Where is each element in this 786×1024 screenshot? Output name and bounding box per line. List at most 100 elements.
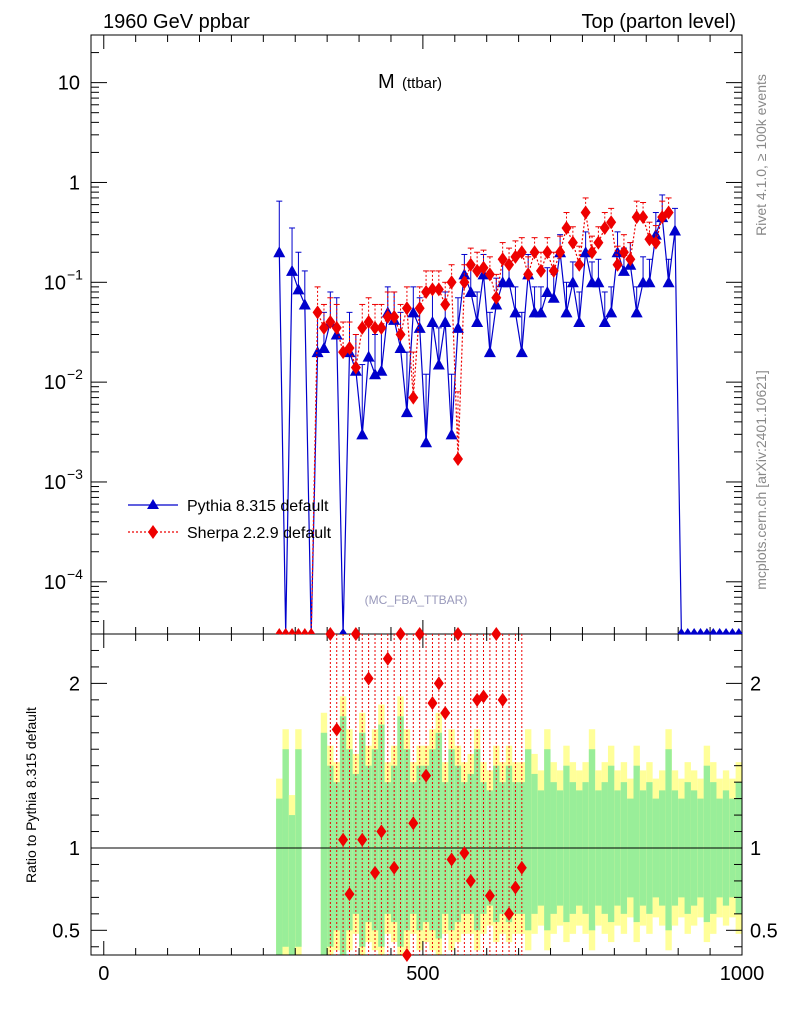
- sherpa-point: [350, 360, 361, 375]
- band-green-58: [665, 749, 672, 931]
- legend-sherpa-marker: [148, 525, 158, 539]
- pythia-point: [356, 428, 369, 440]
- pythia-point-offscale: [722, 628, 731, 634]
- ratio-point: [376, 824, 387, 839]
- pythia-point: [400, 406, 413, 418]
- ratio-point: [344, 887, 355, 902]
- pythia-point: [515, 346, 528, 358]
- ratio-point: [465, 873, 476, 888]
- sherpa-point: [612, 257, 623, 272]
- ratio-point: [401, 948, 412, 962]
- pythia-point: [509, 306, 522, 318]
- sherpa-point: [325, 315, 336, 330]
- pythia-point-offscale: [734, 628, 743, 634]
- ratio-point: [484, 888, 495, 903]
- sherpa-point: [446, 275, 457, 290]
- data-series: [273, 194, 743, 962]
- legend-pythia-marker: [147, 499, 159, 509]
- pythia-point: [311, 346, 324, 358]
- pythia-point-offscale: [339, 628, 348, 634]
- sherpa-point-offscale: [300, 628, 309, 634]
- ratio-point: [338, 832, 349, 847]
- main-y-tick-exponent: −3: [67, 466, 83, 482]
- pythia-point-offscale: [696, 628, 705, 634]
- legend-sherpa-label: Sherpa 2.2.9 default: [187, 525, 332, 542]
- sherpa-point: [497, 252, 508, 267]
- band-green-4: [320, 732, 328, 955]
- ratio-point: [350, 627, 361, 641]
- pythia-point-offscale: [702, 628, 711, 634]
- band-green-5: [327, 765, 334, 947]
- ratio-point: [389, 860, 400, 875]
- rivet-side-label: Rivet 4.1.0, ≥ 100k events: [753, 74, 769, 236]
- ratio-point: [497, 692, 508, 707]
- ratio-point: [433, 676, 444, 691]
- pythia-point-offscale: [709, 628, 718, 634]
- sherpa-point: [523, 267, 534, 282]
- sherpa-point: [427, 282, 438, 297]
- pythia-point-offscale: [728, 628, 737, 634]
- process-label: Top (parton level): [581, 11, 736, 33]
- sherpa-point: [484, 267, 495, 282]
- ratio-point: [510, 880, 521, 895]
- pythia-point: [292, 283, 305, 295]
- beam-label: 1960 GeV ppbar: [103, 11, 250, 33]
- sherpa-point: [516, 245, 527, 260]
- pythia-point: [445, 428, 458, 440]
- ratio-point: [370, 865, 381, 880]
- sherpa-point: [357, 320, 368, 335]
- x-tick-label: 500: [406, 963, 439, 985]
- pythia-point: [273, 246, 286, 258]
- main-y-tick-label: 10: [44, 572, 66, 594]
- pythia-point-offscale: [677, 628, 686, 634]
- ratio-y-tick-label: 2: [69, 673, 80, 695]
- sherpa-point-offscale: [288, 628, 297, 634]
- pythia-point: [573, 316, 586, 328]
- sherpa-point: [561, 220, 572, 235]
- ratio-y-tick-label-right: 2: [750, 673, 761, 695]
- ratio-point: [459, 845, 470, 860]
- pythia-point: [375, 364, 388, 376]
- pythia-point: [534, 306, 547, 318]
- band-green-42: [563, 765, 570, 923]
- band-green-64: [703, 765, 711, 923]
- ratio-point: [357, 832, 368, 847]
- pythia-point: [432, 358, 445, 370]
- band-green-0: [276, 798, 283, 955]
- main-y-tick-exponent: −2: [67, 366, 83, 382]
- legend: Pythia 8.315 default Sherpa 2.2.9 defaul…: [128, 498, 332, 542]
- sherpa-point: [580, 205, 591, 220]
- sherpa-point: [389, 309, 400, 324]
- sherpa-point-offscale: [294, 628, 303, 634]
- sherpa-point: [312, 305, 323, 320]
- main-y-tick-label: 1: [69, 172, 80, 194]
- sherpa-point: [504, 257, 515, 272]
- pythia-point: [566, 276, 579, 288]
- band-green-49: [607, 765, 615, 923]
- pythia-point: [668, 224, 681, 236]
- sherpa-point: [478, 260, 489, 275]
- mcplots-side-label: mcplots.cern.ch [arXiv:2401.10621]: [753, 370, 769, 589]
- band-green-53: [633, 765, 640, 923]
- pythia-point: [464, 285, 477, 297]
- main-y-tick-label: 10: [44, 272, 66, 294]
- pythia-point-offscale: [683, 628, 692, 634]
- ratio-y-tick-label: 0.5: [52, 920, 80, 942]
- pythia-point: [286, 264, 299, 276]
- pythia-point: [630, 306, 643, 318]
- sherpa-point: [510, 249, 521, 264]
- plot-title: M: [378, 71, 395, 93]
- pythia-point: [420, 436, 433, 448]
- sherpa-point: [650, 235, 661, 250]
- main-y-tick-exponent: −1: [67, 266, 83, 282]
- pythia-point: [407, 306, 420, 318]
- ratio-y-tick-label-right: 0.5: [750, 920, 778, 942]
- sherpa-point: [344, 340, 355, 355]
- band-green-2: [288, 815, 296, 955]
- pythia-point: [598, 316, 611, 328]
- ratio-point: [408, 816, 419, 831]
- pythia-point: [483, 346, 496, 358]
- ratio-y-tick-label-right: 1: [750, 838, 761, 860]
- x-tick-label: 1000: [720, 963, 765, 985]
- x-tick-label: 0: [98, 963, 109, 985]
